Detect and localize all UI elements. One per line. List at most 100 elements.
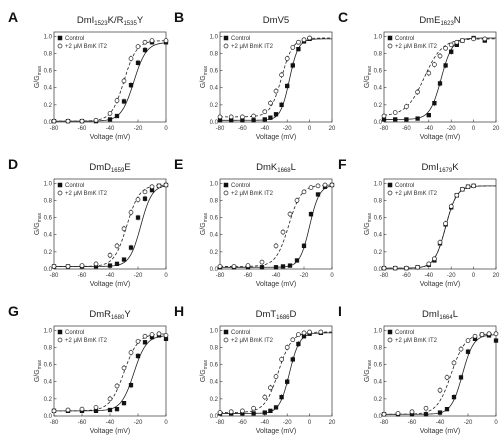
data-point-control <box>114 261 120 267</box>
x-tick-label: -20 <box>464 420 473 426</box>
data-point-control <box>423 412 429 417</box>
x-tick-label: -80 <box>50 420 59 426</box>
fit-curve-toxin <box>384 333 497 415</box>
data-point-toxin <box>279 72 284 78</box>
legend-label-control: Control <box>65 183 84 189</box>
x-tick-label: -60 <box>78 126 87 132</box>
x-tick-label: 20 <box>493 126 500 132</box>
data-point-toxin <box>228 409 234 415</box>
y-tick-label: 0.6 <box>210 363 219 369</box>
y-tick-label: 0.8 <box>374 51 383 57</box>
data-point-control <box>142 340 148 345</box>
x-tick-label: 0 <box>164 126 168 132</box>
x-tick-label: -60 <box>402 273 411 279</box>
data-point-toxin <box>294 198 300 203</box>
y-tick-label: 0.2 <box>210 250 219 256</box>
data-point-toxin <box>142 39 148 45</box>
data-point-control <box>273 112 279 117</box>
y-axis-label: G/Gmax <box>34 212 43 235</box>
data-point-toxin <box>114 98 120 103</box>
fit-curve-toxin <box>220 37 332 118</box>
data-point-toxin <box>458 346 464 352</box>
panel-c: C DmE1623N 0.0 0.2 0.4 0.6 0.8 1.0 -80 -60 -40 -20 0… <box>338 9 500 141</box>
y-tick-label: 0.4 <box>374 380 383 386</box>
fit-curve-toxin <box>54 184 167 267</box>
legend-label-control: Control <box>65 36 84 42</box>
y-tick-label: 0.8 <box>374 345 383 351</box>
legend-label-toxin: +2 μM BmK IT2 <box>231 338 274 344</box>
fit-curve-toxin <box>54 40 167 122</box>
data-point-toxin <box>273 88 279 94</box>
data-point-toxin <box>65 264 71 269</box>
x-axis-label: Voltage (mV) <box>90 134 130 141</box>
data-point-toxin <box>128 350 134 355</box>
data-point-toxin <box>381 113 387 119</box>
data-point-toxin <box>135 197 141 202</box>
legend-marker-control <box>387 182 393 188</box>
data-point-toxin <box>121 78 127 84</box>
data-point-toxin <box>296 39 301 45</box>
data-point-control <box>128 82 134 88</box>
data-point-control <box>121 257 127 262</box>
panel-label: H <box>174 303 184 319</box>
data-point-toxin <box>415 264 420 270</box>
legend-label-control: Control <box>395 36 414 42</box>
data-point-control <box>308 211 314 217</box>
data-point-toxin <box>460 186 465 192</box>
data-point-toxin <box>426 70 432 76</box>
y-tick-label: 0.0 <box>210 267 219 273</box>
panel-title: DmK1668L <box>256 162 296 174</box>
data-point-toxin <box>465 338 471 343</box>
panel-label: B <box>174 9 184 25</box>
data-point-toxin <box>268 100 273 106</box>
data-point-toxin <box>65 118 71 124</box>
legend-marker-toxin <box>223 43 229 49</box>
data-point-toxin <box>404 265 409 271</box>
data-point-toxin <box>454 192 460 198</box>
data-point-toxin <box>156 183 162 189</box>
legend-marker-control <box>57 182 63 188</box>
data-point-toxin <box>437 240 443 245</box>
x-tick-label: 0 <box>494 420 498 426</box>
data-point-toxin <box>409 409 415 415</box>
data-point-toxin <box>273 374 279 379</box>
legend-label-toxin: +2 μM BmK IT2 <box>65 44 108 50</box>
y-tick-label: 1.0 <box>44 328 53 334</box>
data-point-control <box>290 357 295 362</box>
y-tick-label: 0.6 <box>210 69 219 75</box>
legend-label-toxin: +2 μM BmK IT2 <box>395 44 438 50</box>
data-point-control <box>121 99 127 104</box>
legend-marker-toxin <box>387 337 393 343</box>
panel-title: DmE1623N <box>419 15 460 27</box>
y-tick-label: 0.8 <box>44 51 53 57</box>
data-point-toxin <box>163 38 169 43</box>
legend-marker-toxin <box>223 190 229 196</box>
x-tick-label: -20 <box>134 126 143 132</box>
data-point-toxin <box>217 114 223 120</box>
y-axis-label: G/Gmax <box>200 359 209 382</box>
data-point-toxin <box>454 39 460 45</box>
data-point-control <box>296 46 301 52</box>
data-point-toxin <box>423 405 429 411</box>
y-tick-label: 1.0 <box>374 328 383 334</box>
x-tick-label: -40 <box>424 273 433 279</box>
data-point-toxin <box>251 113 256 119</box>
panel-d: D DmD1659E 0.0 0.2 0.4 0.6 0.8 1.0 -80 -60 -40 -20 0… <box>8 156 169 288</box>
data-point-control <box>415 116 420 121</box>
data-point-toxin <box>451 360 457 366</box>
data-point-control <box>280 264 286 269</box>
y-tick-label: 0.8 <box>210 345 219 351</box>
x-tick-label: 0 <box>308 420 312 426</box>
data-point-toxin <box>437 53 443 59</box>
data-point-toxin <box>65 407 71 413</box>
legend-marker-control <box>223 182 229 188</box>
legend-label-control: Control <box>231 183 250 189</box>
panel-a: A DmI1523K/R1535Y 0.0 0.2 0.4 0.6 0.8 1.0 -80 -60… <box>8 9 169 141</box>
data-point-toxin <box>121 226 127 232</box>
data-point-control <box>107 263 113 268</box>
data-point-control <box>142 47 148 53</box>
data-point-toxin <box>107 396 113 402</box>
x-tick-label: -20 <box>283 420 292 426</box>
y-tick-label: 0.0 <box>210 120 219 126</box>
